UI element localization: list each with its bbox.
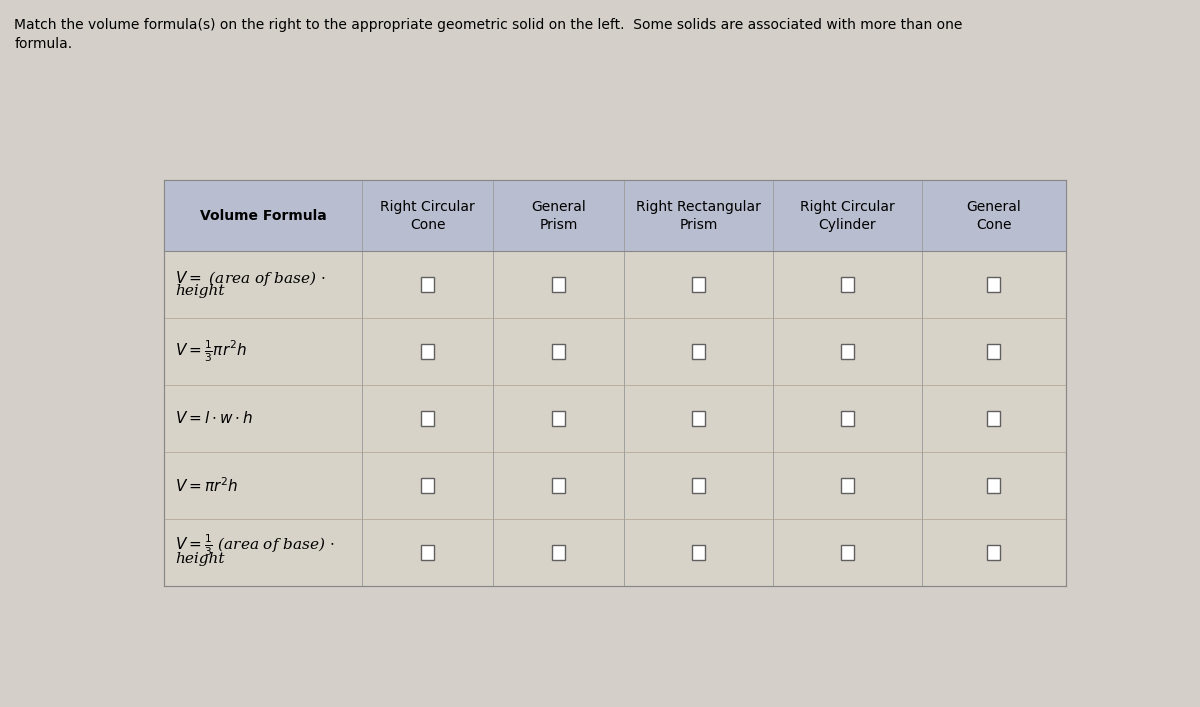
FancyBboxPatch shape (552, 478, 565, 493)
FancyBboxPatch shape (692, 478, 704, 493)
FancyBboxPatch shape (552, 344, 565, 359)
FancyBboxPatch shape (552, 411, 565, 426)
FancyBboxPatch shape (421, 544, 434, 560)
Text: $V = \frac{1}{3}\pi r^2 h$: $V = \frac{1}{3}\pi r^2 h$ (175, 339, 247, 364)
FancyBboxPatch shape (988, 411, 1001, 426)
Text: $V = $ (area of base) $\cdot$: $V = $ (area of base) $\cdot$ (175, 269, 325, 288)
FancyBboxPatch shape (421, 344, 434, 359)
Text: Right Rectangular
Prism: Right Rectangular Prism (636, 199, 761, 231)
FancyBboxPatch shape (692, 544, 704, 560)
Text: Volume Formula: Volume Formula (200, 209, 326, 223)
Text: $V = \frac{1}{3}$ (area of base) $\cdot$: $V = \frac{1}{3}$ (area of base) $\cdot$ (175, 533, 334, 559)
Text: height: height (175, 551, 224, 566)
FancyBboxPatch shape (692, 344, 704, 359)
FancyBboxPatch shape (552, 544, 565, 560)
FancyBboxPatch shape (988, 544, 1001, 560)
Bar (164, 180, 1066, 251)
FancyBboxPatch shape (988, 344, 1001, 359)
FancyBboxPatch shape (841, 411, 854, 426)
FancyBboxPatch shape (841, 344, 854, 359)
FancyBboxPatch shape (988, 478, 1001, 493)
Text: Match the volume formula(s) on the right to the appropriate geometric solid on t: Match the volume formula(s) on the right… (14, 18, 962, 51)
Text: General
Cone: General Cone (966, 199, 1021, 231)
FancyBboxPatch shape (692, 411, 704, 426)
FancyBboxPatch shape (421, 478, 434, 493)
FancyBboxPatch shape (552, 277, 565, 292)
FancyBboxPatch shape (421, 411, 434, 426)
FancyBboxPatch shape (841, 544, 854, 560)
Text: height: height (175, 284, 224, 298)
Text: General
Prism: General Prism (532, 199, 586, 231)
FancyBboxPatch shape (692, 277, 704, 292)
Text: Right Circular
Cone: Right Circular Cone (380, 199, 475, 231)
Text: Right Circular
Cylinder: Right Circular Cylinder (800, 199, 895, 231)
FancyBboxPatch shape (841, 478, 854, 493)
FancyBboxPatch shape (841, 277, 854, 292)
Bar (164, 180, 1066, 585)
Text: $V = l \cdot w \cdot h$: $V = l \cdot w \cdot h$ (175, 410, 253, 426)
FancyBboxPatch shape (421, 277, 434, 292)
Text: $V = \pi r^2 h$: $V = \pi r^2 h$ (175, 476, 238, 495)
FancyBboxPatch shape (988, 277, 1001, 292)
